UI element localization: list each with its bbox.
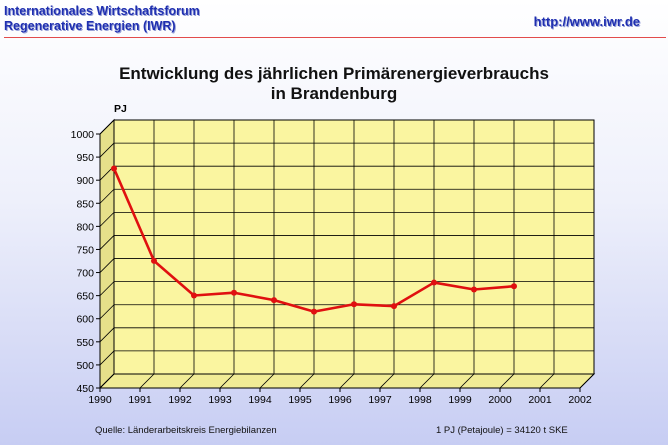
x-gridline-floor <box>539 373 555 389</box>
x-tick-label: 1998 <box>408 394 432 406</box>
data-point <box>111 165 117 172</box>
chart-title-line-2: in Brandenburg <box>270 84 398 103</box>
data-point <box>351 301 357 308</box>
x-gridline-floor <box>299 373 315 389</box>
chart-side-wall <box>99 118 115 390</box>
x-gridline-floor <box>499 373 515 389</box>
data-point <box>271 297 277 304</box>
y-gridline-side <box>99 350 115 366</box>
y-tick-label: 700 <box>76 268 94 280</box>
y-tick-label: 600 <box>76 314 94 326</box>
y-gridline-side <box>99 119 115 135</box>
y-gridline-side <box>99 281 115 296</box>
data-point <box>311 308 317 315</box>
y-gridline-side <box>99 304 115 320</box>
x-tick-label: 1992 <box>168 394 192 406</box>
organization-line-2: Regenerative Energien (IWR) <box>4 19 176 33</box>
x-tick-label: 1999 <box>448 394 472 406</box>
y-gridline-side <box>99 212 115 227</box>
x-gridline-floor <box>259 373 275 389</box>
y-axis-label: PJ <box>114 103 127 115</box>
y-tick-label: 750 <box>76 244 94 256</box>
x-gridline-floor <box>459 373 475 389</box>
x-gridline-floor <box>419 373 435 389</box>
y-gridline-side <box>99 188 115 204</box>
y-tick-label: 650 <box>76 291 94 303</box>
organization-name: Internationales Wirtschaftsforum Regener… <box>4 4 200 34</box>
x-tick-label: 1996 <box>328 394 352 406</box>
unit-note: 1 PJ (Petajoule) = 34120 t SKE <box>436 425 568 436</box>
x-gridline-floor <box>219 373 235 389</box>
data-point <box>471 286 477 293</box>
x-tick-label: 2000 <box>488 394 512 406</box>
data-point <box>391 303 397 310</box>
y-gridline-side <box>99 142 115 158</box>
y-tick-label: 550 <box>76 337 94 349</box>
x-tick-label: 2002 <box>568 394 592 406</box>
y-tick-label: 1000 <box>71 129 95 141</box>
y-tick-label: 900 <box>76 175 94 187</box>
website-url[interactable]: http://www.iwr.de <box>533 14 640 29</box>
x-gridline-floor <box>179 373 195 389</box>
x-tick-label: 1995 <box>288 394 312 406</box>
x-gridline-floor <box>139 373 155 389</box>
x-gridline-floor <box>579 373 595 389</box>
x-tick-label: 2001 <box>528 394 552 406</box>
x-gridline-floor <box>379 373 395 389</box>
data-point <box>431 279 437 286</box>
data-point <box>151 257 157 264</box>
y-tick-label: 850 <box>76 198 94 210</box>
x-tick-label: 1994 <box>248 394 272 406</box>
data-point <box>231 289 237 296</box>
x-tick-label: 1993 <box>208 394 232 406</box>
data-point <box>191 292 197 299</box>
y-tick-label: 950 <box>76 152 94 164</box>
x-tick-label: 1997 <box>368 394 392 406</box>
y-tick-label: 500 <box>76 360 94 372</box>
y-tick-label: 800 <box>76 221 94 233</box>
x-gridline-floor <box>99 373 115 389</box>
organization-line-1: Internationales Wirtschaftsforum <box>4 4 200 18</box>
x-gridline-floor <box>339 373 355 389</box>
x-tick-label: 1990 <box>88 394 112 406</box>
source-note: Quelle: Länderarbeitskreis Energiebilanz… <box>95 425 277 436</box>
x-tick-label: 1991 <box>128 394 152 406</box>
y-gridline-side <box>99 258 115 273</box>
y-gridline-side <box>99 235 115 250</box>
header-divider <box>4 37 666 38</box>
chart-title-line-1: Entwicklung des jährlichen Primärenergie… <box>119 64 549 83</box>
y-tick-label: 450 <box>76 383 94 395</box>
data-point <box>511 283 517 290</box>
y-gridline-side <box>99 327 115 343</box>
